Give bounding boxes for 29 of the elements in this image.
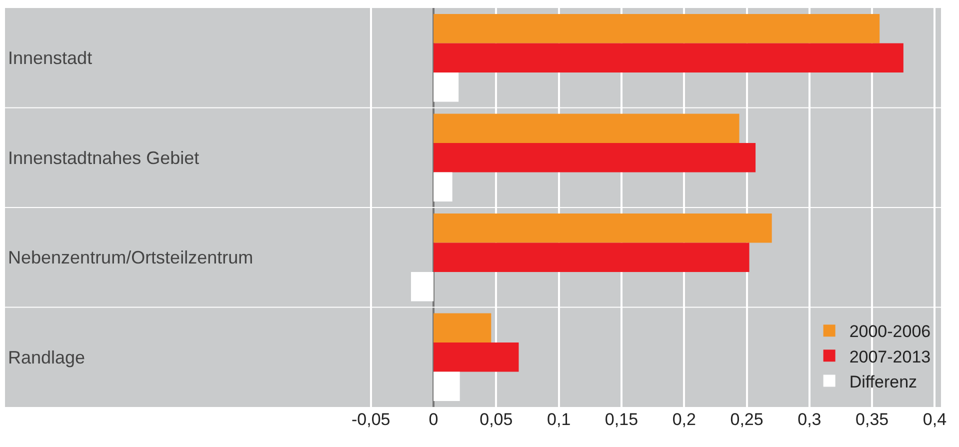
x-tick-label: 0,35 xyxy=(856,410,889,429)
x-tick-label: 0,3 xyxy=(798,410,822,429)
x-tick-label: 0,2 xyxy=(672,410,696,429)
y-tick-label: Innenstadtnahes Gebiet xyxy=(8,148,200,168)
bar xyxy=(434,143,756,172)
bar xyxy=(434,242,750,272)
y-tick-label: Randlage xyxy=(8,347,86,368)
x-tick-label: 0,15 xyxy=(604,410,638,429)
y-tick-label: Innenstadt xyxy=(8,48,92,68)
bar xyxy=(434,213,772,243)
bar xyxy=(434,313,492,342)
y-tick-label: Nebenzentrum/Ortsteilzentrum xyxy=(8,248,254,268)
x-tick-label: 0 xyxy=(428,410,438,429)
bar xyxy=(434,43,904,73)
bar xyxy=(410,272,434,302)
x-tick-label: 0,1 xyxy=(547,410,571,429)
bar xyxy=(434,172,452,202)
legend-label: 2007-2013 xyxy=(849,347,931,366)
bar xyxy=(434,342,519,372)
x-tick-label: 0,25 xyxy=(730,410,764,429)
x-tick-label: 0,4 xyxy=(922,410,947,429)
x-tick-label: 0,05 xyxy=(480,410,513,429)
bar xyxy=(434,72,459,102)
legend-label: 2000-2006 xyxy=(849,322,931,342)
bar xyxy=(434,14,880,44)
legend-label: Differenz xyxy=(849,372,918,392)
bar xyxy=(434,372,460,402)
x-tick-label: -0,05 xyxy=(352,410,390,429)
bar xyxy=(434,114,740,143)
